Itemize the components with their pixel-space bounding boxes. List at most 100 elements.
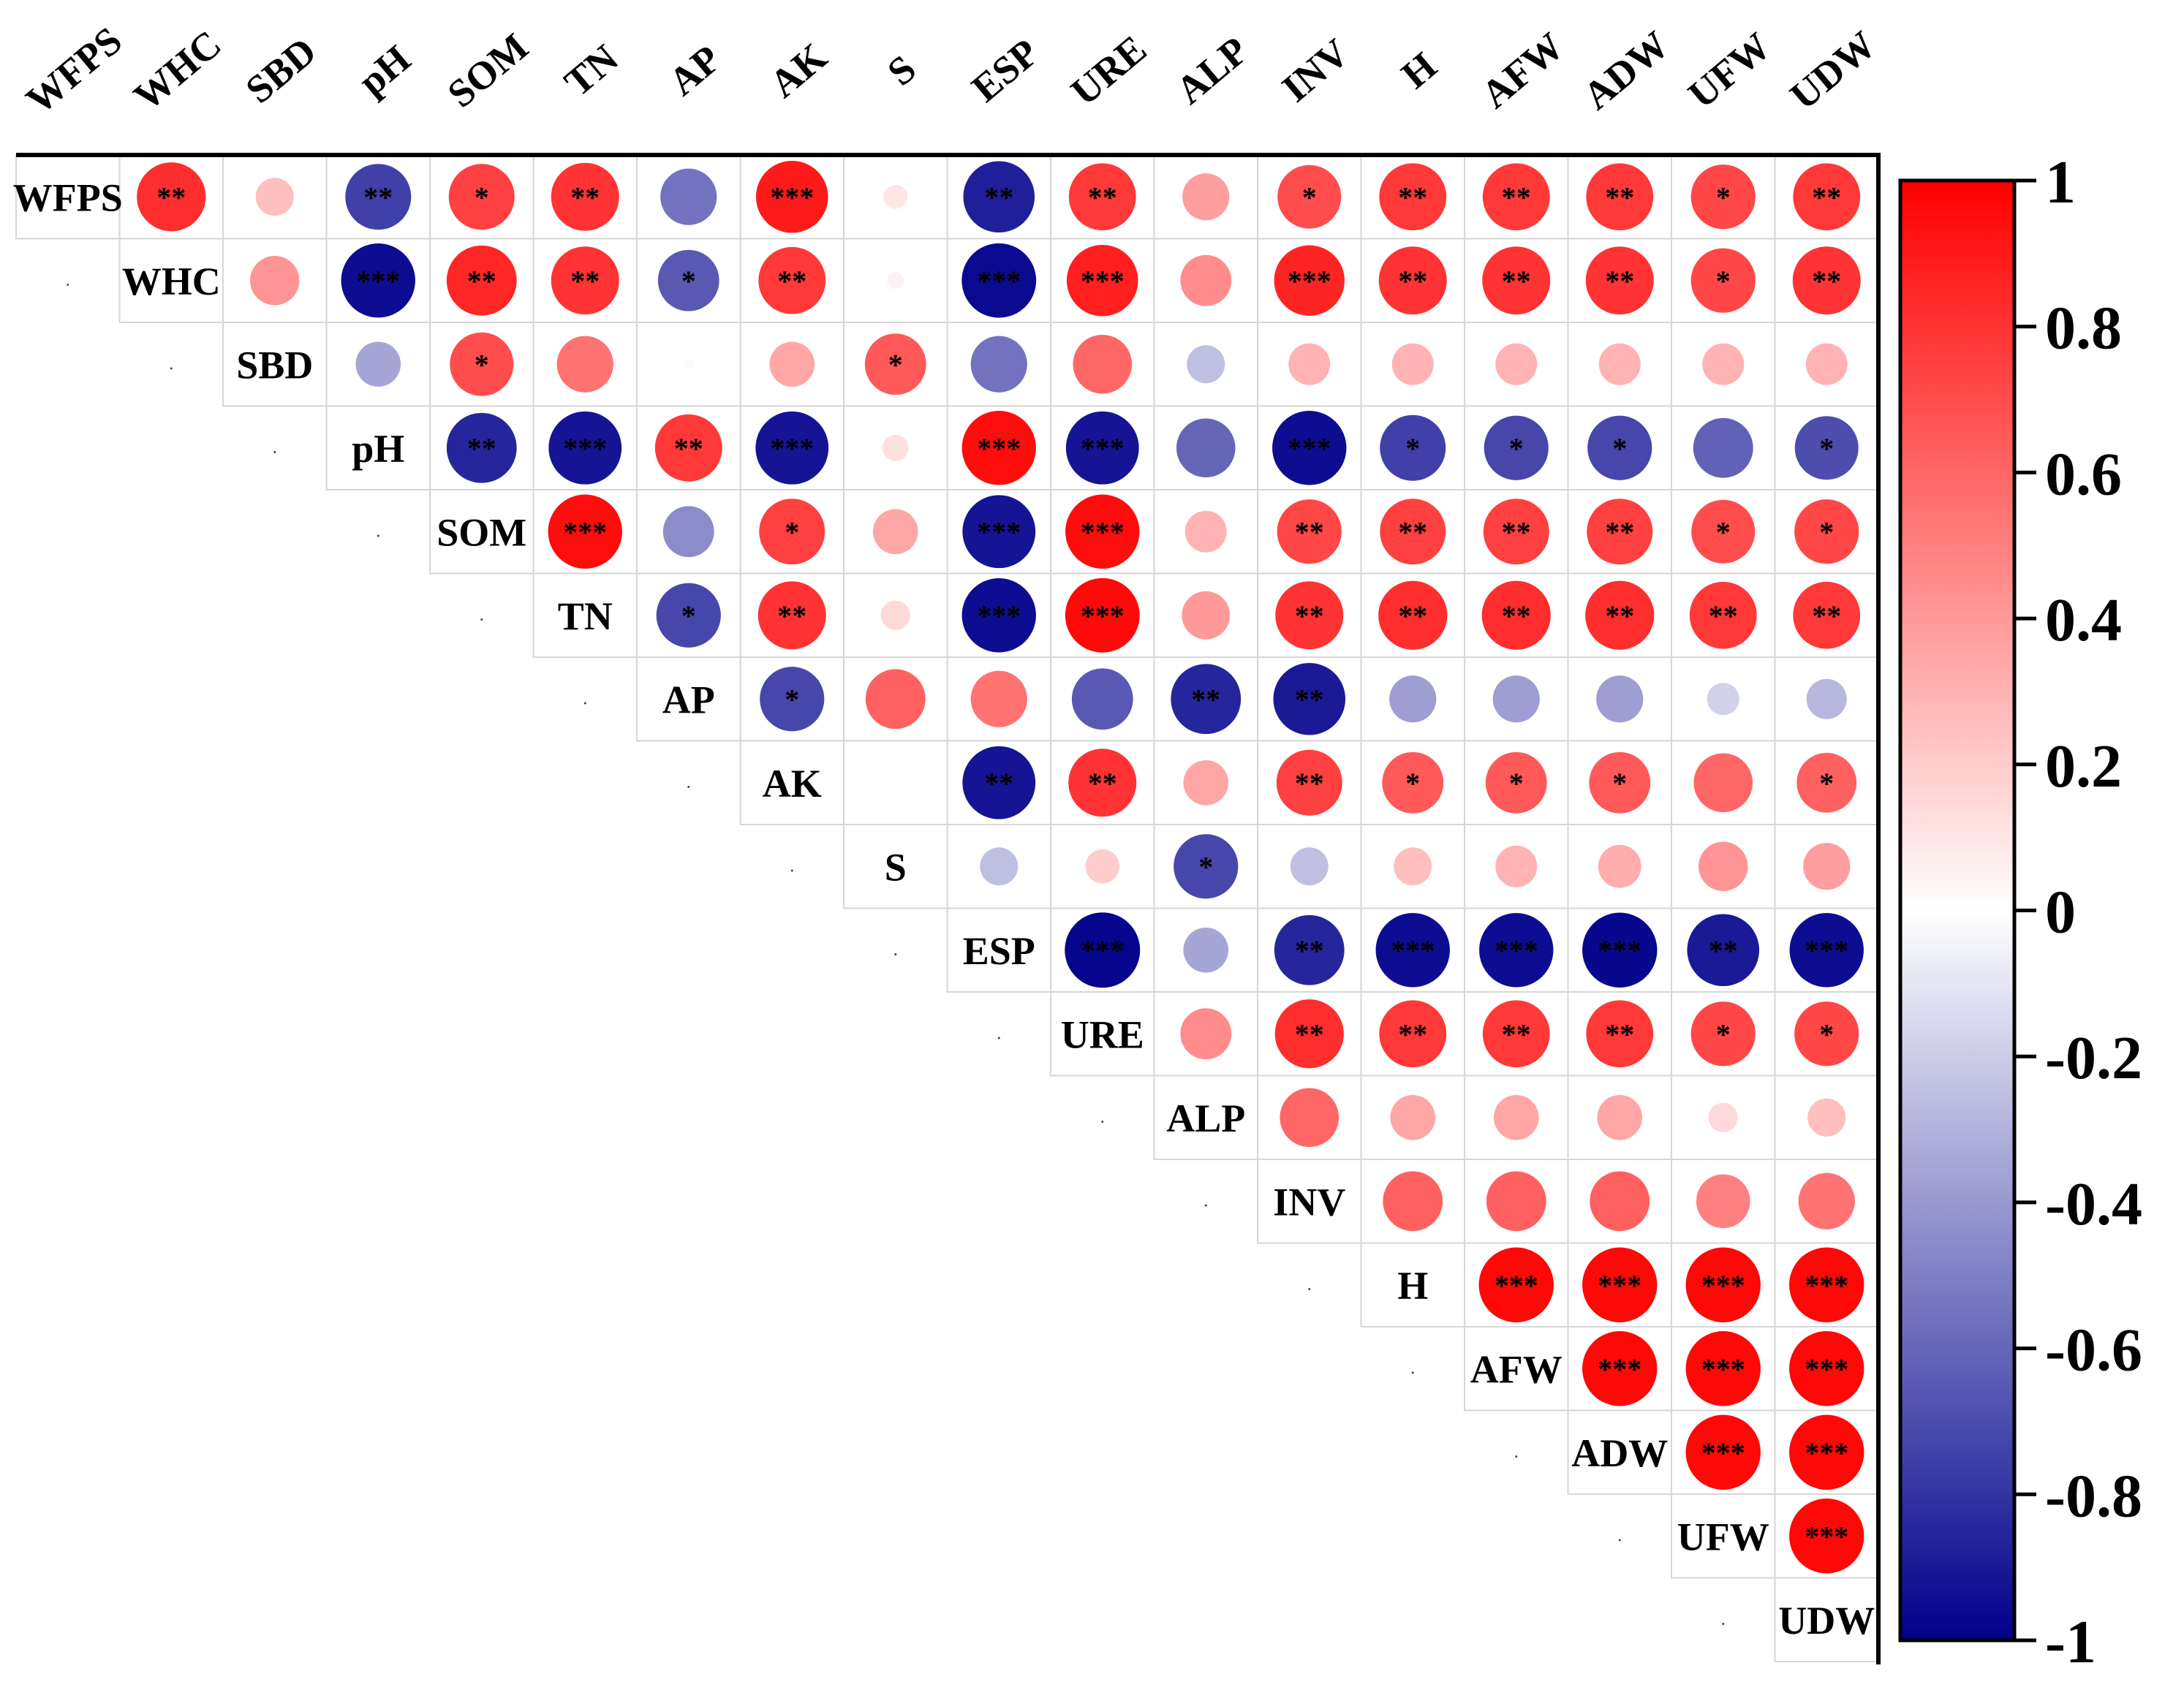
sig-stars-SOM-ADW: **: [1605, 515, 1634, 548]
corr-circle-WHC-SOM: [446, 245, 517, 316]
corr-circle-WHC-SBD: [250, 256, 300, 306]
sig-stars-H-UFW: ***: [1701, 1269, 1745, 1302]
corr-circle-INV-AFW: [1486, 1171, 1546, 1232]
corr-circle-UFW-UDW: [1789, 1499, 1864, 1574]
corr-circle-WFPS-TN: [551, 162, 619, 231]
corr-circle-INV-ADW: [1590, 1171, 1650, 1232]
sig-stars-pH-ADW: *: [1612, 432, 1627, 465]
diagonal-dot-ADW: [1515, 1455, 1518, 1458]
diagonal-dot-URE: [997, 1037, 1000, 1039]
sig-stars-pH-TN: ***: [563, 432, 607, 465]
corr-circle-ALP-AFW: [1493, 1094, 1539, 1140]
corr-circle-S-ADW: [1598, 844, 1641, 888]
sig-stars-AK-H: *: [1405, 767, 1420, 800]
corr-circle-WHC-URE: [1066, 244, 1138, 317]
sig-stars-pH-ESP: ***: [977, 432, 1021, 465]
sig-stars-TN-AK: **: [777, 599, 806, 632]
sig-stars-SBD-S: *: [888, 348, 903, 381]
sig-stars-ESP-ADW: ***: [1598, 934, 1641, 967]
row-label-AP: AP: [662, 678, 715, 721]
colorbar: 1 0.8 0.6 0.4 0.2 0 -0.2 -0.4 -0.6 -0.8 -1: [1898, 148, 2142, 1676]
corr-circle-AP-AK: [760, 667, 825, 732]
corr-circle-URE-ADW: [1586, 1000, 1654, 1068]
corr-circle-WFPS-SOM: [448, 164, 515, 230]
sig-stars-AFW-UDW: ***: [1805, 1352, 1848, 1385]
sig-stars-AK-UDW: *: [1819, 767, 1834, 800]
corr-circle-SOM-AK: [759, 499, 825, 565]
colorbar-gradient: [1898, 178, 2017, 1643]
corr-circle-SOM-ALP: [1184, 510, 1227, 553]
corr-circle-SBD-ESP: [970, 336, 1027, 393]
corr-circle-WFPS-AFW: [1482, 163, 1550, 231]
row-label-UDW: UDW: [1778, 1599, 1875, 1643]
corr-circle-TN-UFW: [1689, 581, 1757, 649]
corr-circle-pH-UFW: [1693, 417, 1753, 478]
corr-circle-URE-UDW: [1794, 1001, 1859, 1067]
corr-circle-SBD-AP: [683, 358, 695, 370]
corr-circle-pH-TN: [548, 411, 622, 485]
corr-circle-pH-URE: [1065, 411, 1139, 485]
sig-stars-WFPS-AK: ***: [770, 181, 814, 213]
corr-circle-S-URE: [1085, 849, 1120, 884]
diagonal-dot-AFW: [1411, 1371, 1414, 1374]
sig-stars-TN-AP: *: [681, 599, 696, 632]
sig-stars-URE-UFW: *: [1716, 1018, 1731, 1050]
corr-circle-SBD-UFW: [1702, 343, 1745, 385]
sig-stars-WHC-pH: ***: [356, 265, 400, 298]
corr-circle-SBD-UDW: [1805, 343, 1848, 385]
corr-circle-AK-S: [893, 781, 897, 784]
sig-stars-SOM-AK: *: [785, 515, 799, 548]
corr-circle-TN-AK: [757, 581, 826, 650]
corr-circle-AP-AFW: [1492, 675, 1540, 723]
sig-stars-pH-AFW: *: [1509, 432, 1524, 465]
sig-stars-SOM-H: **: [1398, 515, 1427, 548]
corr-circle-ESP-AFW: [1479, 913, 1554, 988]
sig-stars-AFW-UFW: ***: [1701, 1352, 1745, 1385]
corr-circle-ESP-INV: [1274, 914, 1345, 985]
col-label-pH: pH: [350, 37, 419, 104]
row-label-TN: TN: [558, 594, 613, 638]
colorbar-tick-label: -0.4: [2045, 1170, 2142, 1238]
corr-circle-TN-URE: [1065, 577, 1140, 653]
sig-stars-WFPS-AFW: **: [1502, 181, 1531, 213]
sig-stars-TN-URE: ***: [1081, 599, 1125, 632]
corr-circle-TN-ALP: [1182, 591, 1231, 640]
corr-circle-TN-UDW: [1793, 581, 1861, 649]
corr-circle-SOM-ESP: [962, 495, 1036, 569]
corr-circle-URE-ALP: [1180, 1008, 1232, 1060]
col-label-WFPS: WFPS: [18, 18, 129, 122]
sig-stars-ADW-UFW: ***: [1701, 1436, 1745, 1469]
row-label-pH: pH: [352, 427, 404, 471]
row-label-SOM: SOM: [437, 510, 526, 554]
corr-circle-SBD-URE: [1073, 334, 1133, 394]
row-label-H: H: [1397, 1264, 1428, 1308]
sig-stars-WFPS-ADW: **: [1605, 181, 1634, 213]
sig-stars-WFPS-H: **: [1398, 181, 1427, 213]
corr-circle-SBD-INV: [1288, 343, 1331, 385]
sig-stars-WHC-AK: **: [777, 265, 806, 298]
corr-circle-ESP-UFW: [1687, 914, 1760, 987]
sig-stars-URE-H: **: [1398, 1018, 1427, 1050]
corr-circle-AP-UFW: [1707, 683, 1739, 716]
corr-circle-AFW-ADW: [1582, 1331, 1658, 1406]
corr-circle-WFPS-SBD: [255, 178, 294, 216]
sig-stars-AK-ADW: *: [1612, 767, 1627, 800]
sig-stars-WHC-URE: ***: [1081, 265, 1125, 298]
corr-circle-S-INV: [1290, 847, 1329, 886]
corr-circle-WFPS-INV: [1277, 164, 1342, 229]
corr-circle-ADW-UDW: [1789, 1414, 1864, 1490]
row-label-ALP: ALP: [1166, 1096, 1245, 1140]
corr-circle-WHC-ALP: [1180, 254, 1232, 306]
sig-stars-URE-INV: **: [1295, 1018, 1324, 1050]
corr-circle-AK-UDW: [1796, 752, 1857, 813]
corr-circle-S-ALP: [1174, 834, 1239, 899]
corr-circle-TN-AP: [656, 583, 721, 648]
sig-stars-AK-ESP: **: [984, 767, 1013, 800]
corr-circle-S-ESP: [980, 847, 1019, 886]
corr-circle-TN-AFW: [1481, 580, 1551, 650]
sig-stars-TN-AFW: **: [1502, 599, 1531, 632]
corr-circle-ESP-ADW: [1582, 912, 1658, 988]
corr-circle-AP-URE: [1071, 668, 1133, 730]
